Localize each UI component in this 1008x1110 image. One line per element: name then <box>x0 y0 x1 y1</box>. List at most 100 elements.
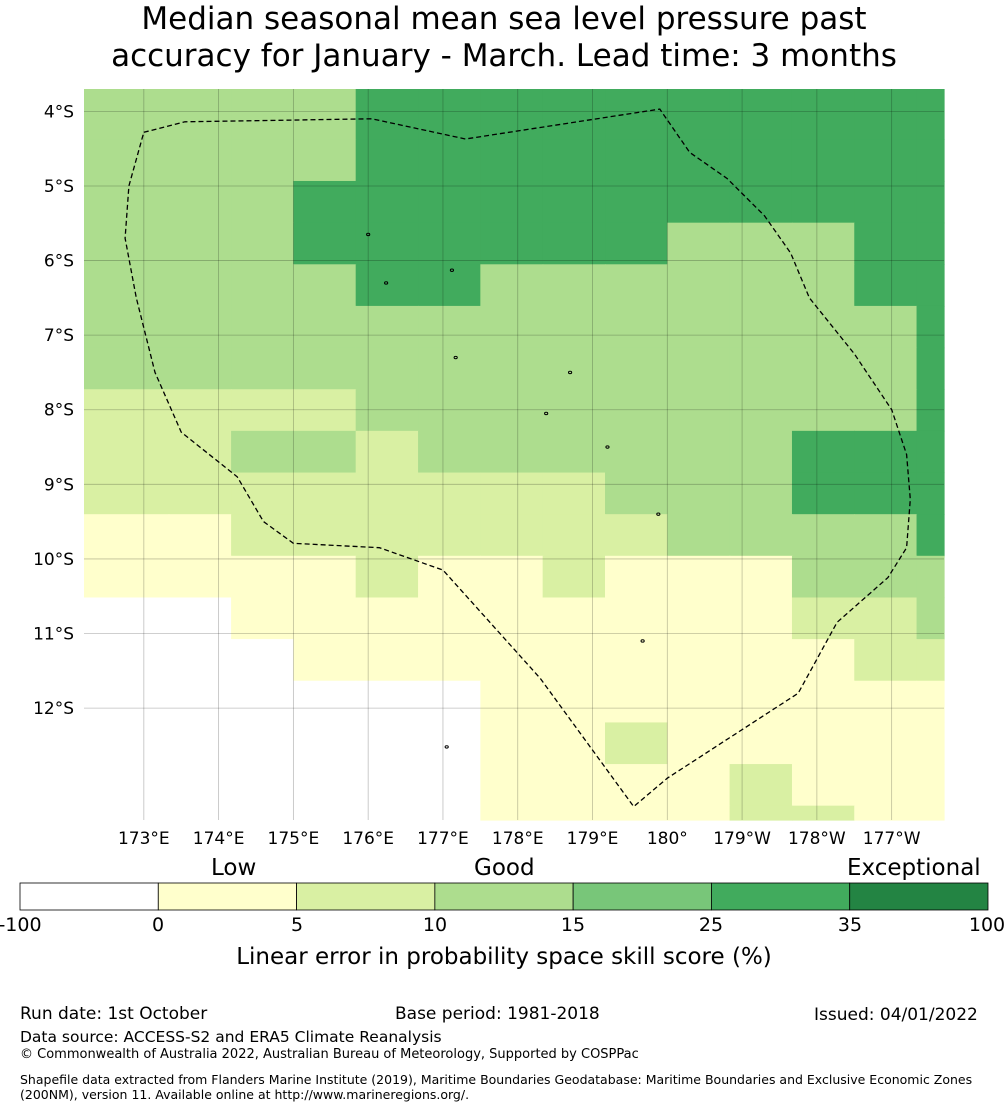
grid-cell <box>168 305 232 349</box>
grid-cell <box>231 597 294 640</box>
grid-cell <box>84 514 170 557</box>
island <box>640 639 645 643</box>
grid-cell <box>791 764 855 807</box>
grid-cell <box>418 805 481 821</box>
grid-cell <box>418 430 481 474</box>
grid-cell <box>791 805 855 821</box>
colorbar-swatch <box>19 882 159 911</box>
grid-cell <box>729 639 793 682</box>
grid-cell <box>418 222 481 265</box>
grid-cell <box>355 555 419 599</box>
grid-cell <box>293 555 357 599</box>
grid-cell <box>542 680 606 724</box>
grid-cell <box>231 472 294 515</box>
grid-cell <box>231 805 294 821</box>
grid-cell <box>418 722 481 765</box>
colorbar-tick: 100 <box>968 914 1006 936</box>
latitude-label: 11°S <box>33 625 74 645</box>
grid-cell <box>667 680 731 724</box>
grid-cell <box>667 264 731 307</box>
grid-cell <box>293 139 357 182</box>
grid-cell <box>854 222 918 265</box>
grid-cell <box>916 180 945 224</box>
grid-cell <box>168 264 232 307</box>
longitude-label: 174°E <box>193 829 245 849</box>
longitude-label: 180° <box>647 829 688 849</box>
chart-title-line-2: accuracy for January - March. Lead time:… <box>111 38 897 74</box>
grid-cell <box>667 805 731 821</box>
grid-cell <box>916 639 945 682</box>
longitude-label: 178°E <box>492 829 544 849</box>
grid-cell <box>916 222 945 265</box>
grid-cell <box>542 347 606 390</box>
colorbar-tick: 15 <box>560 914 586 936</box>
grid-cell <box>667 139 731 182</box>
grid-cell <box>480 430 544 474</box>
grid-cell <box>729 805 793 821</box>
grid-cell <box>168 347 232 390</box>
grid-cell <box>729 472 793 515</box>
grid-cell <box>667 222 731 265</box>
grid-cell <box>542 472 606 515</box>
latitude-label: 10°S <box>33 550 74 570</box>
colorbar-category-good: Good <box>474 855 535 881</box>
grid-cell <box>542 89 606 140</box>
grid-cell <box>791 597 855 640</box>
grid-cell <box>916 722 945 765</box>
grid-cell <box>355 722 419 765</box>
grid-cell <box>480 555 544 599</box>
base-period: Base period: 1981-2018 <box>395 1004 600 1024</box>
grid-cell <box>916 514 945 557</box>
grid-cell <box>355 764 419 807</box>
grid-cell <box>916 805 945 821</box>
grid-cell <box>84 264 170 307</box>
grid-cell <box>729 389 793 432</box>
grid-cell <box>542 264 606 307</box>
grid-cell <box>791 89 855 140</box>
grid-cell <box>729 347 793 390</box>
grid-cell <box>605 514 668 557</box>
grid-cell <box>480 597 544 640</box>
colorbar-tick: 5 <box>290 914 304 936</box>
grid-cell <box>231 222 294 265</box>
grid-cell <box>667 597 731 640</box>
grid-cell <box>854 555 918 599</box>
grid-cell <box>480 389 544 432</box>
grid-cell <box>231 389 294 432</box>
grid-cell <box>293 222 357 265</box>
grid-cell <box>854 722 918 765</box>
grid-cell <box>293 180 357 224</box>
grid-cell <box>729 722 793 765</box>
colorbar-tick: 10 <box>422 914 448 936</box>
colorbar-swatch <box>296 882 436 911</box>
grid-cell <box>293 430 357 474</box>
grid-cell <box>418 639 481 682</box>
grid-cell <box>542 139 606 182</box>
grid-cell <box>729 222 793 265</box>
grid-cell <box>293 639 357 682</box>
longitude-label: 179°E <box>567 829 619 849</box>
grid-cell <box>605 472 668 515</box>
grid-cell <box>605 347 668 390</box>
grid-cell <box>542 180 606 224</box>
colorbar-tick: -100 <box>0 914 42 936</box>
grid-cell <box>355 389 419 432</box>
grid-cell <box>605 680 668 724</box>
colorbar-swatch <box>434 882 574 911</box>
grid-cell <box>916 764 945 807</box>
grid-cell <box>418 180 481 224</box>
grid-cell <box>480 764 544 807</box>
grid-cell <box>667 430 731 474</box>
grid-cell <box>605 722 668 765</box>
grid-cell <box>729 180 793 224</box>
island <box>656 512 661 516</box>
grid-cell <box>791 222 855 265</box>
grid-cell <box>231 680 294 724</box>
grid-cell <box>916 305 945 349</box>
grid-cell <box>667 305 731 349</box>
grid-cell <box>293 597 357 640</box>
grid-cell <box>355 264 419 307</box>
grid-cell <box>418 764 481 807</box>
grid-cell <box>916 347 945 390</box>
